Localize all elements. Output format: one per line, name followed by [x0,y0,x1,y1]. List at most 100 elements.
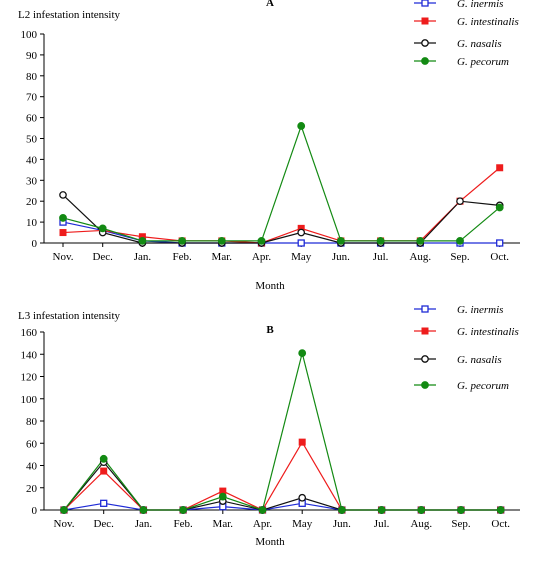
panel-2-series-4-point [417,506,426,514]
panel-2-series-3-line [63,461,501,511]
panel-1-x-tick-label: May [291,251,312,263]
panel-1-panel-label: A [266,0,274,9]
panel-1-x-tick-label: Dec. [92,251,113,263]
panel-1-legend-marker-4 [421,57,429,65]
panel-2-series-1-point [100,499,108,507]
panel-2-series-4-point [258,506,267,514]
panel-1-legend-label-4: G. pecorum [457,56,509,68]
panel-1-series-4-point [337,237,345,245]
panel-1-series-2-point [59,229,67,237]
panel-1-series-4-point [217,237,226,245]
panel-2-legend-label-1: G. inermis [457,304,503,316]
panel-2-x-tick-label: Apr. [253,518,273,530]
panel-2-y-tick-label: 140 [21,349,38,361]
panel-1-y-tick-label: 0 [32,238,38,250]
panel-2-x-tick-label: May [292,518,313,530]
panel-1-series-4-point [376,237,385,245]
panel-2-x-tick-label: Nov. [54,518,75,530]
panel-1-legend-label-3: G. nasalis [457,38,502,50]
panel-2-x-axis-title: Month [255,536,285,548]
panel-2-y-tick-label: 60 [26,438,38,450]
panel-2-y-tick-label: 0 [32,505,38,517]
panel-2-x-tick-label: Jan. [135,518,153,530]
panel-1-x-tick-label: Aug. [409,251,431,263]
panel-2-x-tick-label: Aug. [410,518,432,530]
panel-1-y-tick-label: 40 [26,154,38,166]
panel-2-panel-label: B [266,324,274,336]
panel-2-legend-label-2: G. intestinalis [457,326,519,338]
panel-1-series-4-point [59,214,67,222]
panel-1-y-tick-label: 50 [26,134,38,146]
panel-2-y-axis-title: L3 infestation intensity [18,310,121,322]
panel-1-y-axis-title: L2 infestation intensity [18,9,121,21]
panel-2-x-tick-label: Sep. [451,518,471,530]
panel-2-x-tick-label: Jun. [333,518,351,530]
panel-1-legend-label-1: G. inermis [457,0,503,10]
panel-1-series-1-point [496,239,504,247]
panel-2-y-tick-label: 40 [26,461,38,473]
panel-2-legend-marker-2 [421,327,429,335]
panel-1-series-3-point [59,191,67,199]
panel-2-legend-label-4: G. pecorum [457,380,509,392]
panel-1-y-tick-label: 90 [26,50,38,62]
panel-1-y-tick-label: 100 [21,29,38,41]
panel-1-x-tick-label: Feb. [172,251,192,263]
panel-2-series-4-point [179,506,188,514]
panel-2-y-tick-label: 20 [26,483,38,495]
panel-1-y-tick-label: 60 [26,113,38,125]
panel-2-series-3-point [298,493,307,502]
panel-1-series-3-line [62,194,500,244]
panel-1-x-tick-label: Jun. [332,251,350,263]
panel-1-legend-marker-3 [421,39,429,47]
panel-2-series-2-point [100,467,108,475]
panel-1-y-tick-label: 30 [26,175,38,187]
panel-2-series-4-point [139,506,148,514]
panel-1-y-tick-label: 70 [26,92,38,104]
panel-2-y-tick-label: 100 [21,394,38,406]
panel-2-y-tick-label: 120 [21,372,38,384]
panel-2-series-4-point [218,492,227,501]
panel-1-legend-marker-2 [421,17,429,25]
panel-2-x-tick-label: Feb. [173,518,193,530]
panel-1-x-tick-label: Jul. [373,251,389,263]
panel-1-legend-label-2: G. intestinalis [457,16,519,28]
panel-2-series-4-point [298,349,307,358]
panel-1-x-tick-label: Nov. [53,251,74,263]
panel-2-x-tick-label: Mar. [213,518,234,530]
panel-1-series-2-point [496,164,504,172]
panel-2-y-tick-label: 80 [26,416,38,428]
panel-1-series-4-point [456,237,464,245]
panel-1-x-tick-label: Mar. [212,251,233,263]
panel-1-y-tick-label: 20 [26,196,38,208]
panel-1-series-4-point [297,122,306,130]
panel-1-series-4-point [495,203,504,212]
panel-2-x-tick-label: Oct. [491,518,510,530]
panel-2-series-2-point [298,438,306,446]
panel-2-series-4-point [99,454,108,463]
panel-1-series-4-point [98,224,107,233]
panel-2-legend-marker-4 [421,381,429,389]
panel-1-x-tick-label: Apr. [252,251,272,263]
panel-2-y-tick-label: 160 [21,327,38,339]
panel-1-series-4-line [62,124,501,242]
panel-1-y-tick-label: 10 [26,217,38,229]
panel-1-series-4-point [257,237,266,245]
panel-2-x-tick-label: Jul. [374,518,390,530]
panel-1-x-axis-title: Month [255,280,285,292]
panel-1-series-3-point [456,197,464,206]
panel-2-series-2-line [63,440,501,511]
panel-1-x-tick-label: Oct. [490,251,509,263]
panel-1-legend-marker-1 [421,0,429,7]
panel-1-x-tick-label: Sep. [450,251,470,263]
panel-1-series-4-point [416,237,425,245]
panel-1-x-tick-label: Jan. [134,251,152,263]
panel-2-series-4-point [457,506,465,514]
panel-2-series-4-point [496,506,505,514]
panel-2-series-4-point [338,506,346,514]
panel-2-series-4-point [60,506,68,514]
panel-1-series-2-line [62,167,501,244]
panel-1-series-1-point [297,239,305,247]
panel-2-legend-marker-1 [421,305,429,313]
